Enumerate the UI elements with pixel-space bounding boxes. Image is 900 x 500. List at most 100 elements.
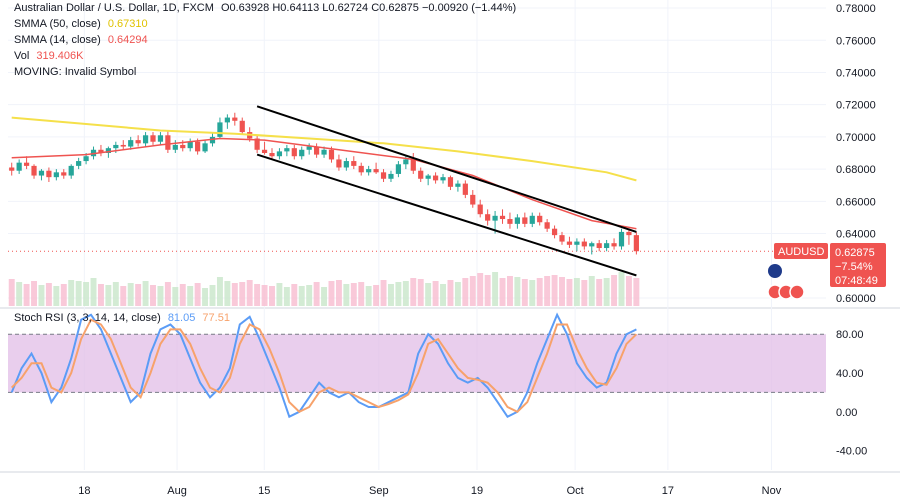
volume-bar: [506, 276, 513, 306]
candle-body: [53, 172, 59, 178]
candle-body: [239, 120, 245, 133]
volume-bar: [261, 285, 268, 306]
candle-body: [492, 215, 498, 221]
candle-body: [195, 141, 201, 152]
volume-bar: [514, 277, 521, 306]
candle: [358, 162, 364, 176]
sma14-value: 0.64294: [107, 34, 148, 46]
time-tick-label: 19: [471, 485, 483, 497]
time-tick-label: 15: [258, 485, 270, 497]
candle: [432, 172, 439, 184]
volume-bar: [358, 282, 365, 306]
candle-body: [68, 165, 74, 176]
candle-body: [135, 140, 141, 144]
vol-label: Vol: [14, 50, 30, 62]
candle: [31, 164, 37, 179]
candle-body: [380, 172, 387, 179]
volume-bar: [179, 284, 186, 306]
candle: [46, 167, 52, 182]
volume-bar: [209, 285, 216, 306]
volume-bar: [8, 279, 15, 306]
volume-bar: [469, 276, 476, 306]
candle-body: [507, 219, 513, 224]
price-tag-price: 0.62875: [835, 247, 875, 259]
price-tick-label: 0.76000: [836, 35, 876, 47]
moving-averages: [11, 116, 637, 230]
volume-bar: [298, 286, 305, 306]
vol-value: 319.406K: [36, 50, 84, 62]
channel-upper-line: [256, 105, 637, 233]
price-tick-label: 0.78000: [836, 3, 876, 15]
volume-bar: [313, 282, 320, 306]
volume-bar: [38, 285, 45, 306]
volume-bar: [187, 286, 194, 306]
candle-body: [522, 217, 528, 224]
candle-body: [551, 228, 558, 236]
candle-body: [485, 214, 491, 221]
candle-body: [202, 143, 208, 152]
candle-body: [544, 222, 550, 229]
symbol-tag: AUDUSD: [778, 246, 825, 258]
candle-body: [291, 148, 297, 157]
volume-bar: [425, 283, 432, 306]
candle-body: [165, 135, 171, 150]
australia-flag-icon: [768, 264, 782, 278]
legend-volume[interactable]: Vol 319.406K: [14, 48, 516, 64]
candle: [269, 148, 275, 160]
candle-body: [596, 243, 602, 249]
candle: [343, 157, 349, 171]
candle-body: [343, 161, 349, 168]
volume-bar: [477, 273, 484, 306]
volume-bar: [68, 280, 75, 306]
rsi-tick-label: 0.00: [836, 407, 857, 419]
candle-body: [187, 141, 193, 149]
candle-body: [470, 194, 476, 205]
us-flag-icon: [789, 284, 805, 300]
candle: [485, 209, 491, 226]
candle-body: [440, 177, 446, 181]
legend-title-row: Australian Dollar / U.S. Dollar, 1D, FXC…: [14, 0, 516, 16]
rsi-tick-label: -40.00: [836, 446, 867, 458]
candle-body: [514, 217, 520, 224]
candles: [9, 112, 639, 255]
candle-body: [9, 167, 15, 171]
legend-sma14[interactable]: SMMA (14, close) 0.64294: [14, 32, 516, 48]
volume-bar: [45, 283, 52, 306]
volume-bar: [521, 279, 528, 306]
candle: [499, 209, 506, 224]
candle: [581, 238, 587, 250]
volume-bar: [142, 281, 149, 306]
volume-bar: [633, 278, 640, 306]
candle: [507, 212, 513, 229]
volume-bar: [350, 283, 357, 306]
candle-body: [589, 243, 595, 247]
candle-body: [113, 144, 119, 149]
candle-body: [261, 149, 268, 153]
candle-body: [611, 243, 617, 247]
volume-bar: [380, 280, 387, 306]
volume-bar: [365, 286, 372, 306]
legend-moving[interactable]: MOVING: Invalid Symbol: [14, 64, 516, 80]
volume-bar: [135, 284, 142, 306]
volume-bar: [410, 278, 417, 306]
candle: [366, 165, 372, 176]
candle-body: [366, 169, 372, 173]
volume-bar: [544, 276, 551, 306]
volume-bar: [625, 276, 632, 306]
candle-body: [618, 231, 625, 247]
candle-body: [276, 151, 283, 157]
volume-bar: [231, 283, 238, 306]
price-tag-countdown: 07:48:49: [835, 275, 878, 287]
candle: [23, 156, 30, 170]
candle: [425, 173, 431, 186]
legend-sma50[interactable]: SMMA (50, close) 0.67310: [14, 16, 516, 32]
volume-bar: [164, 282, 171, 306]
candle-body: [537, 215, 543, 223]
volume-bar: [499, 278, 506, 306]
candle: [440, 173, 446, 184]
rsi-legend[interactable]: Stoch RSI (3, 3, 14, 14, close) 81.05 77…: [14, 312, 230, 324]
volume-bar: [373, 285, 380, 306]
candle-body: [403, 159, 409, 165]
time-tick-label: 17: [662, 485, 674, 497]
